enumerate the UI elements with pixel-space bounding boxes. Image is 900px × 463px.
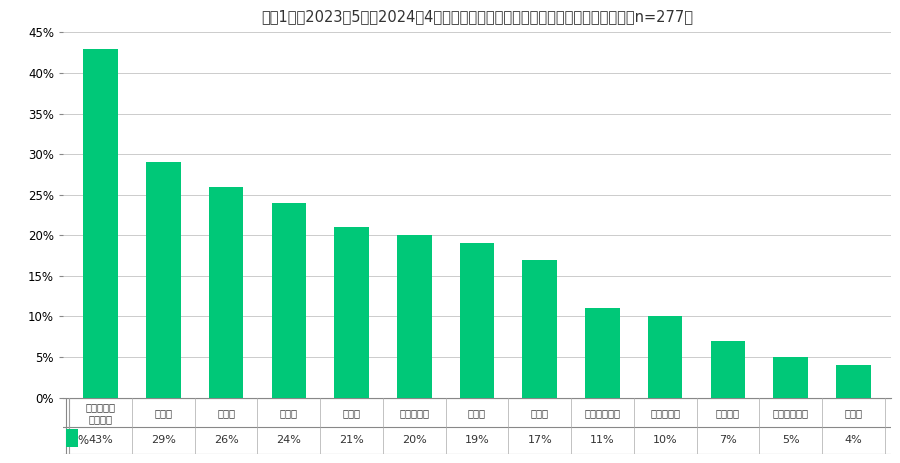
Text: 母の日: 母の日 bbox=[155, 408, 173, 418]
Text: %: % bbox=[77, 434, 88, 447]
Bar bbox=[711, 341, 745, 398]
Text: お中元: お中元 bbox=[531, 408, 549, 418]
Text: 10%: 10% bbox=[652, 435, 678, 445]
Text: その他: その他 bbox=[844, 408, 862, 418]
Text: お中元: お中元 bbox=[468, 408, 486, 418]
Text: 父の日: 父の日 bbox=[343, 408, 361, 418]
Text: 5%: 5% bbox=[782, 435, 799, 445]
Text: ホワイトデー: ホワイトデー bbox=[772, 408, 808, 418]
Bar bbox=[836, 365, 870, 398]
Bar bbox=[272, 203, 306, 398]
Bar bbox=[585, 308, 620, 398]
Text: 自分・家族
の誕生日: 自分・家族 の誕生日 bbox=[86, 402, 115, 424]
Bar bbox=[460, 244, 494, 398]
Text: 17%: 17% bbox=[527, 435, 552, 445]
Text: 敬老の日: 敬老の日 bbox=[716, 408, 740, 418]
Text: 26%: 26% bbox=[213, 435, 238, 445]
Bar bbox=[397, 235, 431, 398]
Text: 29%: 29% bbox=[151, 435, 176, 445]
Bar bbox=[334, 227, 369, 398]
Text: 24%: 24% bbox=[276, 435, 302, 445]
Text: お歳暮: お歳暮 bbox=[280, 408, 298, 418]
Text: 20%: 20% bbox=[402, 435, 427, 445]
Bar bbox=[648, 316, 682, 398]
Bar bbox=[84, 49, 118, 398]
Title: この1年（2023年5月～2024年4月）で食品のお取り寄せをしたイベントや記念日（n=277）: この1年（2023年5月～2024年4月）で食品のお取り寄せをしたイベントや記念… bbox=[261, 9, 693, 24]
Bar bbox=[773, 357, 808, 398]
Text: バレンタイン: バレンタイン bbox=[584, 408, 620, 418]
Text: お正月: お正月 bbox=[217, 408, 235, 418]
Bar bbox=[146, 162, 181, 398]
Text: 21%: 21% bbox=[339, 435, 364, 445]
Text: 4%: 4% bbox=[844, 435, 862, 445]
Text: 11%: 11% bbox=[590, 435, 615, 445]
Text: 19%: 19% bbox=[464, 435, 490, 445]
Bar bbox=[523, 260, 557, 398]
Bar bbox=[67, 429, 77, 447]
Text: クリスマス: クリスマス bbox=[400, 408, 429, 418]
Text: 結婚記念日: 結婚記念日 bbox=[650, 408, 680, 418]
Text: 43%: 43% bbox=[88, 435, 113, 445]
Text: 7%: 7% bbox=[719, 435, 737, 445]
Bar bbox=[209, 187, 243, 398]
